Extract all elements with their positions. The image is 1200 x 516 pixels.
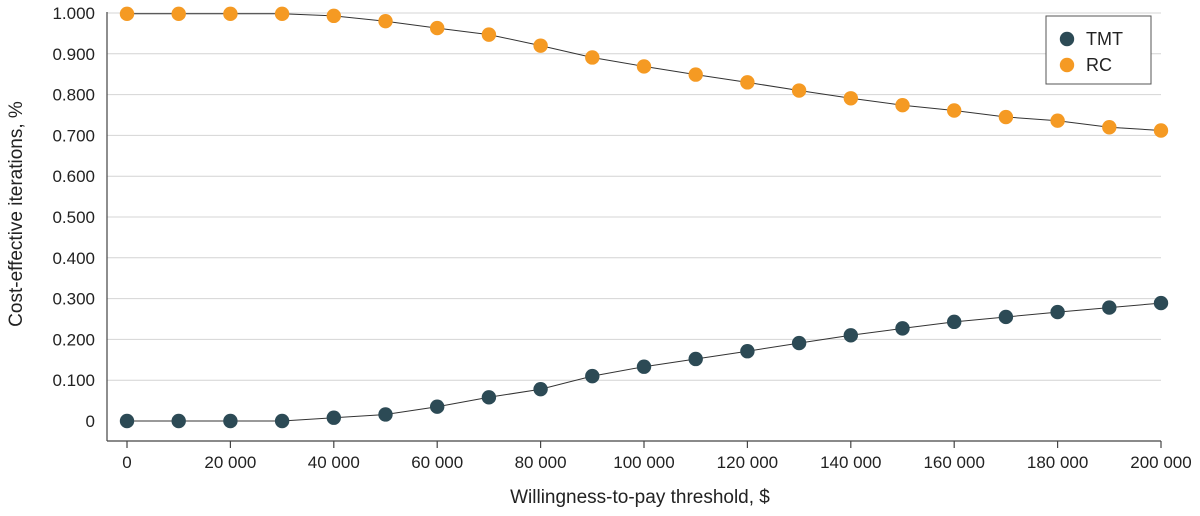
- data-point: [378, 407, 393, 422]
- data-point: [585, 368, 600, 384]
- x-tick-label: 40 000: [308, 453, 360, 472]
- y-tick-label: 0.100: [52, 371, 95, 390]
- data-point: [1050, 113, 1065, 128]
- data-point: [895, 98, 910, 113]
- x-tick-labels: 0 20 000 40 000 60 000 80 000 100 000 120 000 1…: [122, 453, 1191, 472]
- x-tick-label: 80 000: [515, 453, 567, 472]
- x-tick-label: 60 000: [411, 453, 463, 472]
- y-tick-label: 0.800: [52, 86, 95, 105]
- y-tick-label: 0.400: [52, 249, 95, 268]
- data-point: [119, 413, 135, 429]
- data-point: [326, 410, 341, 425]
- y-tick-label: 0.900: [52, 45, 95, 64]
- y-tick-label: 0: [86, 412, 95, 431]
- data-point: [791, 335, 807, 351]
- data-point: [119, 6, 135, 22]
- y-tick-label: 0.300: [52, 290, 95, 309]
- y-tick-label: 1.000: [52, 4, 95, 23]
- data-point: [1102, 300, 1117, 315]
- series-tmt: [119, 295, 1169, 429]
- y-tick-label: 0.600: [52, 167, 95, 186]
- legend: TMT RC: [1045, 15, 1152, 85]
- x-tick-label: 180 000: [1027, 453, 1088, 472]
- data-point: [895, 321, 910, 336]
- axes: [106, 12, 1162, 448]
- data-point: [688, 67, 703, 82]
- data-point: [533, 381, 548, 397]
- data-point: [998, 109, 1014, 125]
- data-point: [378, 13, 393, 29]
- series-rc: [119, 6, 1169, 138]
- x-tick-label: 160 000: [923, 453, 984, 472]
- data-point: [947, 314, 962, 330]
- legend-marker: [1059, 31, 1075, 47]
- data-point: [430, 20, 445, 36]
- x-tick-label: 120 000: [717, 453, 778, 472]
- x-tick-label: 100 000: [613, 453, 674, 472]
- legend-box: [1045, 15, 1152, 85]
- data-point: [585, 50, 600, 65]
- data-point: [947, 103, 962, 118]
- data-point: [791, 83, 807, 98]
- data-point: [998, 309, 1014, 325]
- data-point: [636, 59, 652, 74]
- y-axis-title: Cost-effective iterations, %: [6, 101, 27, 327]
- legend-label: RC: [1086, 55, 1112, 75]
- y-tick-label: 0.200: [52, 330, 95, 349]
- data-point: [481, 27, 497, 42]
- y-tick-labels: 0 0.100 0.200 0.300 0.400 0.500 0.600 0.700 0.80…: [52, 4, 95, 431]
- grid-lines: [107, 12, 1161, 381]
- y-tick-label: 0.700: [52, 126, 95, 145]
- legend-marker: [1059, 57, 1075, 73]
- data-point: [688, 351, 703, 367]
- x-tick-label: 0: [122, 453, 131, 472]
- data-point: [171, 413, 186, 429]
- series: [119, 6, 1169, 429]
- data-point: [740, 75, 755, 90]
- data-point: [430, 399, 445, 414]
- data-point: [843, 91, 858, 106]
- x-tick-label: 20 000: [204, 453, 256, 472]
- data-point: [171, 6, 186, 22]
- legend-label: TMT: [1086, 29, 1123, 49]
- data-point: [223, 6, 238, 22]
- y-tick-label: 0.500: [52, 208, 95, 227]
- data-point: [1153, 123, 1169, 138]
- data-point: [481, 390, 497, 405]
- data-point: [740, 344, 755, 359]
- data-point: [1153, 295, 1169, 311]
- data-point: [274, 413, 290, 429]
- data-point: [274, 6, 290, 22]
- x-tick-label: 140 000: [820, 453, 881, 472]
- data-point: [1102, 120, 1117, 135]
- data-point: [843, 328, 858, 343]
- data-point: [1050, 304, 1065, 320]
- data-point: [223, 413, 238, 429]
- data-point: [636, 359, 652, 374]
- x-tick-label: 200 000: [1130, 453, 1191, 472]
- data-point: [533, 38, 548, 53]
- x-axis-title: Willingness-to-pay threshold, $: [510, 487, 770, 508]
- data-point: [326, 8, 341, 24]
